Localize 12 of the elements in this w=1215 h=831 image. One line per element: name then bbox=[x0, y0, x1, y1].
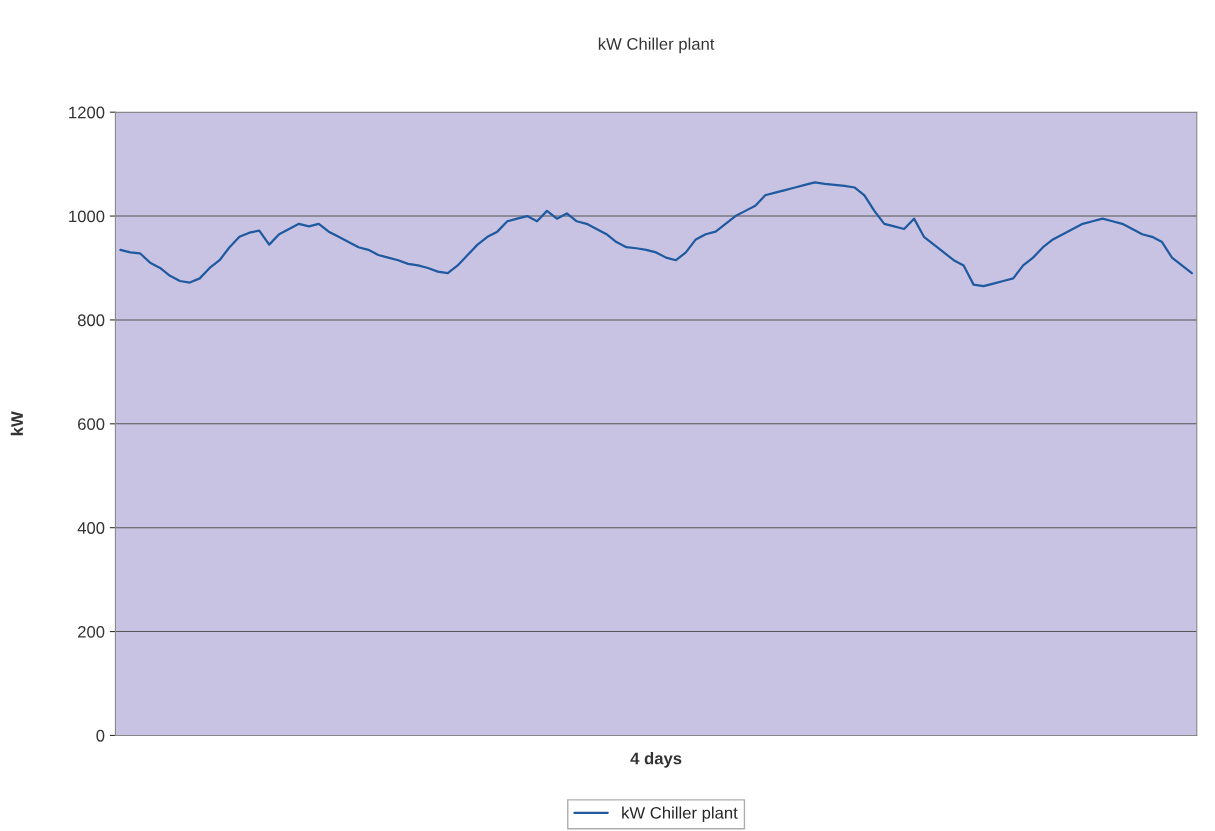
y-tick-label: 1000 bbox=[69, 210, 105, 223]
y-tick-label: 400 bbox=[77, 522, 105, 534]
chart-title: kW Chiller plant bbox=[598, 37, 715, 54]
line-series bbox=[119, 181, 1193, 288]
y-tick-label: 1200 bbox=[69, 106, 105, 119]
y-tick-label: 200 bbox=[78, 625, 105, 638]
legend-label: kW Chiller plant bbox=[622, 806, 738, 823]
y-tick-label: 600 bbox=[78, 418, 105, 431]
y-axis-title: kW bbox=[10, 411, 23, 436]
x-axis-title: 4 days bbox=[630, 752, 682, 768]
y-tick-label: 0 bbox=[96, 729, 105, 742]
y-tick-label: 800 bbox=[77, 314, 105, 327]
